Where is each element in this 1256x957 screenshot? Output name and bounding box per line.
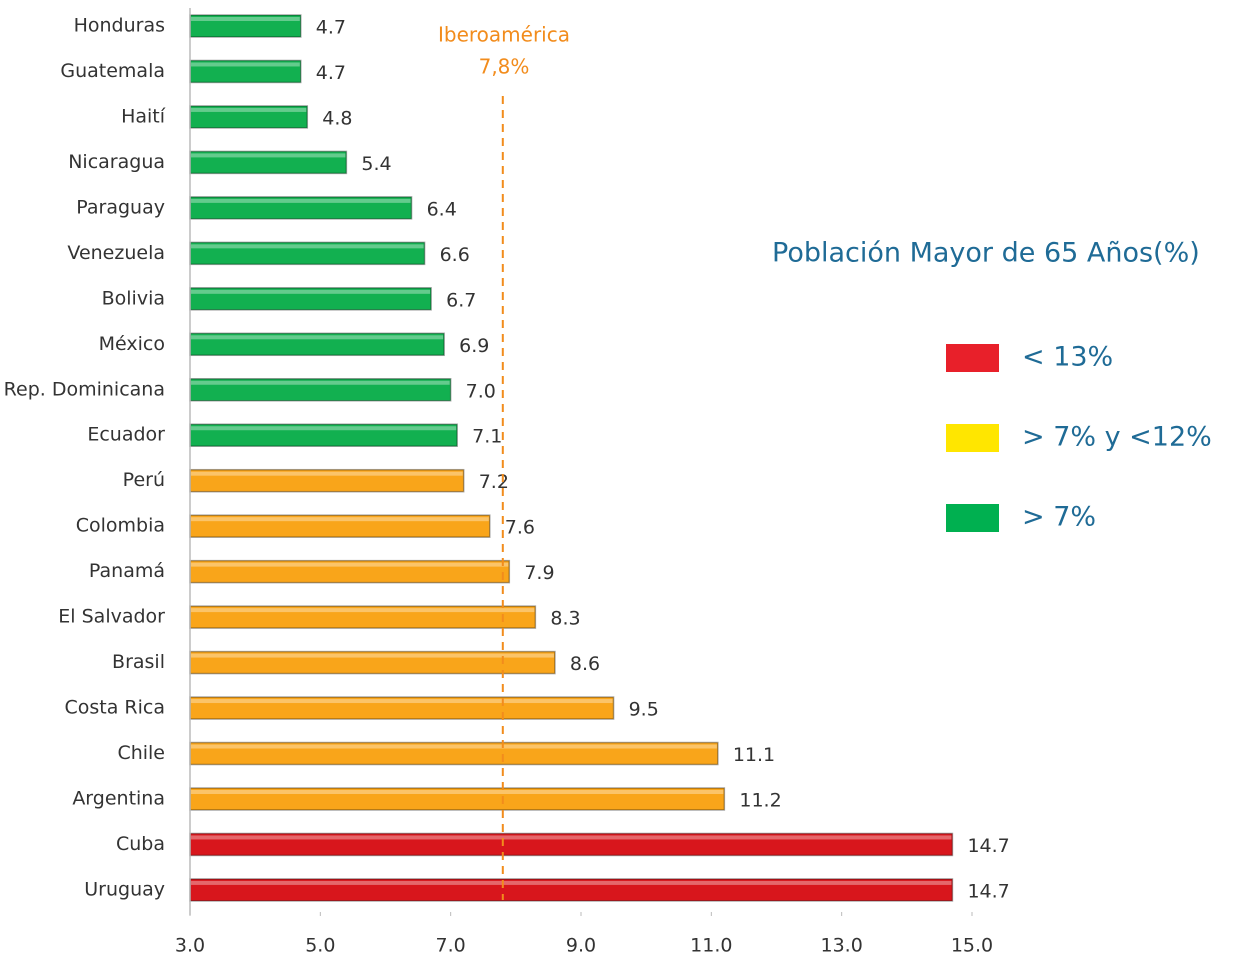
data-label: 6.4 [427,198,457,220]
y-tick-label: Panamá [89,560,165,582]
legend-title: Población Mayor de 65 Años(%) [772,238,1200,269]
y-tick-label: Haití [121,105,166,127]
bar-highlight [191,517,489,522]
bar-highlight [191,562,509,567]
y-tick-label: Chile [117,742,165,764]
y-tick-label: Cuba [116,833,165,855]
data-label: 7.1 [472,426,502,448]
bar-highlight [191,289,431,294]
data-label: 11.2 [739,789,781,811]
bar-highlight [191,699,613,704]
bar-highlight [191,17,300,21]
y-tick-label: Guatemala [60,60,165,82]
bar-highlight [191,153,346,158]
x-tick-label: 15.0 [951,935,993,957]
legend-swatch [946,424,999,452]
bar-highlight [191,107,307,112]
bar-highlight [191,880,952,885]
legend-label: > 7% [1022,502,1096,533]
bar-highlight [191,380,450,385]
bar-highlight [191,244,424,249]
data-label: 11.1 [733,744,775,766]
y-tick-label: Paraguay [76,196,165,218]
bar-highlight [191,198,411,203]
data-label: 14.7 [967,880,1009,902]
data-label: 6.9 [459,335,489,357]
legend-swatch [946,504,999,532]
y-tick-label: Brasil [112,651,165,673]
data-label: 7.0 [466,380,496,402]
data-label: 14.7 [967,835,1009,857]
bar-highlight [191,471,463,476]
bar-highlight [191,789,724,794]
data-label: 5.4 [361,153,391,175]
bar-highlight [191,608,535,613]
x-tick-label: 11.0 [690,935,732,957]
legend-label: < 13% [1022,342,1113,373]
bar-highlight [191,62,300,67]
data-label: 7.9 [524,562,554,584]
legend-swatch [946,344,999,372]
data-label: 8.3 [550,608,580,630]
y-tick-label: Perú [123,469,165,491]
y-tick-label: Costa Rica [65,697,166,719]
annotation: Iberoamérica [438,23,570,47]
y-tick-label: Uruguay [84,878,165,900]
data-label: 8.6 [570,653,600,675]
data-label: 4.7 [316,62,346,84]
y-tick-label: Venezuela [67,242,165,264]
x-tick-label: 5.0 [305,935,335,957]
x-tick-label: 7.0 [436,935,466,957]
y-tick-label: El Salvador [58,606,165,628]
data-label: 9.5 [629,699,659,721]
y-tick-label: Argentina [72,787,165,809]
x-tick-label: 9.0 [566,935,596,957]
bar-highlight [191,653,554,658]
x-tick-label: 13.0 [821,935,863,957]
annotation: 7,8% [479,55,530,79]
data-label: 6.7 [446,289,476,311]
bar-highlight [191,335,444,340]
bar-highlight [191,426,457,431]
data-label: 4.8 [322,107,352,129]
y-tick-label: Nicaragua [68,151,165,173]
bar-highlight [191,835,952,840]
data-label: 4.7 [316,17,346,39]
legend-label: > 7% y <12% [1022,422,1212,453]
y-tick-label: Rep. Dominicana [4,378,165,400]
x-tick-label: 3.0 [175,935,205,957]
data-label: 6.6 [440,244,470,266]
y-tick-label: Honduras [74,15,165,37]
y-tick-label: Bolivia [102,287,165,309]
y-tick-label: Colombia [76,515,165,537]
y-tick-label: Ecuador [87,424,165,446]
y-tick-label: México [99,333,165,355]
data-label: 7.2 [479,471,509,493]
data-label: 7.6 [505,517,535,539]
bar-highlight [191,744,717,749]
